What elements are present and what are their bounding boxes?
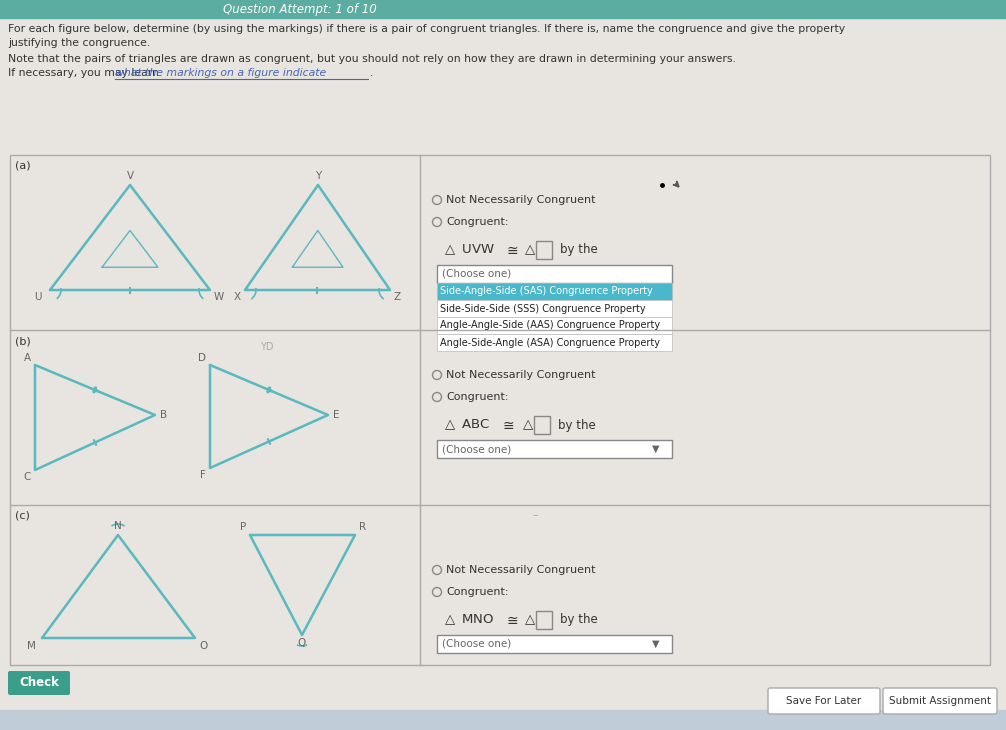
Text: R: R	[359, 522, 366, 532]
Text: (Choose one): (Choose one)	[442, 269, 511, 279]
Text: Question Attempt: 1 of 10: Question Attempt: 1 of 10	[223, 4, 377, 17]
Text: Side-Side-Side (SSS) Congruence Property: Side-Side-Side (SSS) Congruence Property	[440, 304, 646, 313]
FancyBboxPatch shape	[8, 671, 70, 695]
Text: O: O	[199, 641, 207, 651]
Text: $\triangle$ ABC: $\triangle$ ABC	[442, 418, 490, 432]
FancyBboxPatch shape	[768, 688, 880, 714]
Bar	[437, 283, 672, 300]
Text: Submit Assignment: Submit Assignment	[889, 696, 991, 706]
Text: U: U	[34, 292, 42, 302]
Text: Angle-Angle-Side (AAS) Congruence Property: Angle-Angle-Side (AAS) Congruence Proper…	[440, 320, 660, 331]
Text: Side-Angle-Side (SAS) Congruence Property: Side-Angle-Side (SAS) Congruence Propert…	[440, 286, 653, 296]
Text: V: V	[127, 171, 134, 181]
Text: $\cong$: $\cong$	[504, 243, 519, 257]
Text: $\triangle$ MNO: $\triangle$ MNO	[442, 612, 495, 627]
Text: Note that the pairs of triangles are drawn as congruent, but you should not rely: Note that the pairs of triangles are dra…	[8, 54, 735, 64]
Bar	[437, 635, 672, 653]
Text: by the: by the	[560, 613, 598, 626]
Text: P: P	[239, 522, 246, 532]
Text: YD: YD	[260, 342, 274, 352]
Text: Not Necessarily Congruent: Not Necessarily Congruent	[446, 565, 596, 575]
Text: ▼: ▼	[652, 639, 660, 649]
Text: Q: Q	[298, 638, 306, 648]
Bar	[536, 241, 552, 259]
Text: Save For Later: Save For Later	[787, 696, 861, 706]
Text: M: M	[27, 641, 36, 651]
Text: (Choose one): (Choose one)	[442, 639, 511, 649]
Text: (c): (c)	[15, 511, 30, 521]
Bar	[536, 611, 552, 629]
Text: what the markings on a figure indicate: what the markings on a figure indicate	[115, 68, 326, 78]
Text: Z: Z	[394, 292, 401, 302]
Text: $\triangle$: $\triangle$	[522, 242, 537, 257]
Text: Y: Y	[315, 171, 321, 181]
Text: (b): (b)	[15, 336, 31, 346]
FancyBboxPatch shape	[883, 688, 997, 714]
Text: (a): (a)	[15, 161, 30, 171]
Text: A: A	[24, 353, 31, 363]
Bar	[437, 440, 672, 458]
Text: Congruent:: Congruent:	[446, 587, 508, 597]
Text: D: D	[198, 353, 206, 363]
Bar	[534, 416, 550, 434]
Text: Check: Check	[19, 677, 59, 690]
Text: $\triangle$ UVW: $\triangle$ UVW	[442, 242, 495, 257]
Bar	[437, 300, 672, 317]
Text: –: –	[532, 510, 537, 520]
Text: by the: by the	[558, 418, 596, 431]
Text: $\triangle$: $\triangle$	[522, 612, 537, 627]
Text: W: W	[214, 292, 224, 302]
Bar	[10, 155, 990, 665]
Bar	[0, 0, 1006, 18]
Text: Not Necessarily Congruent: Not Necessarily Congruent	[446, 370, 596, 380]
Text: –: –	[532, 335, 537, 345]
Text: N: N	[114, 521, 122, 531]
Bar	[0, 710, 1006, 730]
Text: For each figure below, determine (by using the markings) if there is a pair of c: For each figure below, determine (by usi…	[8, 24, 845, 34]
Text: Congruent:: Congruent:	[446, 217, 508, 227]
Text: C: C	[23, 472, 31, 482]
Text: B: B	[160, 410, 167, 420]
Text: $\cong$: $\cong$	[500, 418, 515, 432]
Bar	[437, 265, 672, 283]
Text: $\triangle$: $\triangle$	[520, 418, 535, 432]
Text: Angle-Side-Angle (ASA) Congruence Property: Angle-Side-Angle (ASA) Congruence Proper…	[440, 337, 660, 347]
Text: ▼: ▼	[652, 444, 660, 454]
Text: $\cong$: $\cong$	[504, 613, 519, 627]
Bar	[437, 334, 672, 351]
Text: E: E	[333, 410, 339, 420]
Text: If necessary, you may learn: If necessary, you may learn	[8, 68, 162, 78]
Bar	[437, 317, 672, 334]
Text: Not Necessarily Congruent: Not Necessarily Congruent	[446, 195, 596, 205]
Text: Congruent:: Congruent:	[446, 392, 508, 402]
Text: X: X	[233, 292, 241, 302]
Text: .: .	[370, 68, 373, 78]
Text: by the: by the	[560, 244, 598, 256]
Text: justifying the congruence.: justifying the congruence.	[8, 38, 150, 48]
Text: (Choose one): (Choose one)	[442, 444, 511, 454]
Text: F: F	[200, 470, 206, 480]
